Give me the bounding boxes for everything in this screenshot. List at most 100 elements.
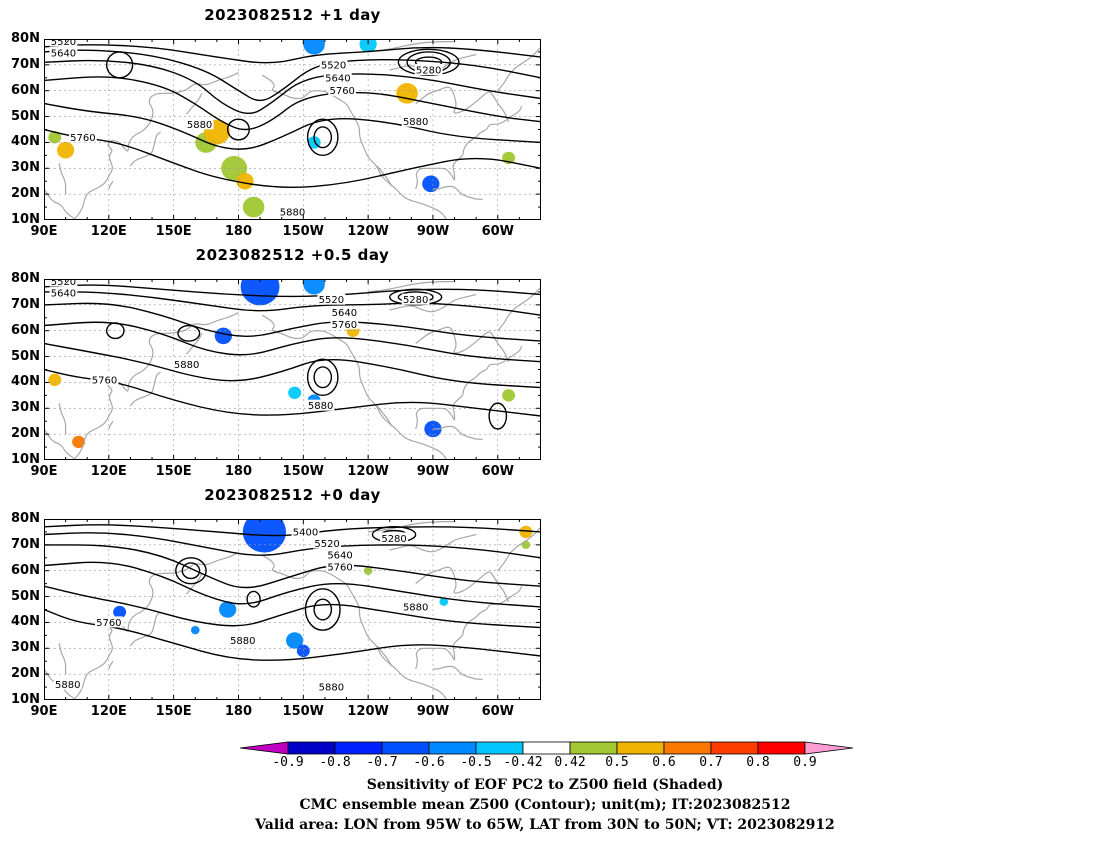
- coastline: [73, 72, 239, 220]
- lon-tick-label: 120E: [90, 704, 127, 719]
- coastline: [58, 642, 67, 675]
- lon-tick-label: 90W: [416, 224, 450, 239]
- z500-closed-contour: [304, 588, 341, 631]
- contour-label-bg: [172, 358, 201, 370]
- contour-label: 5760: [329, 86, 354, 97]
- sensitivity-shade: [190, 626, 200, 635]
- caption-line-1: Sensitivity of EOF PC2 to Z500 field (Sh…: [366, 777, 724, 793]
- contour-label-bg: [49, 287, 78, 299]
- coastline: [108, 180, 114, 190]
- coastline: [432, 185, 483, 200]
- z500-contour: [44, 561, 541, 608]
- z500-contour: [44, 59, 541, 115]
- z500-closed-contour: [397, 48, 460, 76]
- contour-label-bg: [68, 131, 97, 143]
- caption-line-2: CMC ensemble mean Z500 (Contour); unit(m…: [299, 797, 791, 813]
- coastline: [58, 402, 67, 435]
- lon-tick-label: 150W: [282, 704, 325, 719]
- colorbar-bin: [381, 741, 430, 755]
- panel-title-3: 2023082512 +0 day: [204, 486, 381, 504]
- coastline: [415, 566, 510, 602]
- lat-tick-label: 70N: [11, 536, 40, 552]
- lat-tick-label: 50N: [11, 348, 40, 364]
- contour-label-bg: [401, 600, 430, 612]
- coastline: [73, 552, 239, 700]
- sensitivity-shade: [396, 82, 418, 104]
- coastline: [432, 665, 483, 680]
- sensitivity-shade: [519, 525, 533, 539]
- z500-contour: [44, 608, 541, 661]
- lon-tick-label: 180: [224, 464, 253, 479]
- coastline: [497, 286, 541, 332]
- lon-tick-label: 90E: [30, 464, 58, 479]
- z500-closed-contour: [226, 118, 250, 141]
- lat-tick-label: 50N: [11, 108, 40, 124]
- sensitivity-shade: [240, 279, 280, 306]
- contour-label-bg: [323, 71, 352, 83]
- contour-label: 5760: [92, 375, 117, 386]
- lon-tick-label: 90W: [416, 704, 450, 719]
- colorbar-tick-label: 0.6: [652, 755, 676, 770]
- lon-tick-label: 150E: [155, 704, 192, 719]
- coastline: [376, 165, 393, 187]
- lon-tick-label: 150E: [155, 464, 192, 479]
- z500-closed-contour: [105, 322, 125, 340]
- contour-label: 5880: [187, 120, 212, 131]
- map-panel-2: 5520 5640 5520 5280 5640 5760 5880 5760 5880: [44, 279, 541, 460]
- coastline: [186, 93, 203, 115]
- contour-label: 5880: [174, 360, 199, 371]
- sensitivity-shade: [424, 420, 442, 438]
- coastline: [186, 573, 203, 595]
- contour-label: 5760: [96, 618, 121, 629]
- lat-tick-label: 10N: [11, 692, 40, 707]
- lon-tick-label: 180: [224, 224, 253, 239]
- contour-label: 5880: [319, 683, 344, 694]
- contour-label-bg: [278, 206, 307, 218]
- sensitivity-shade: [48, 373, 62, 387]
- z500-contour: [44, 302, 541, 342]
- colorbar-bin: [334, 741, 383, 755]
- colorbar-bin: [569, 741, 618, 755]
- contour-label: 5880: [55, 680, 80, 691]
- colorbar-tick-label: -0.6: [413, 755, 445, 770]
- coastline: [73, 312, 239, 460]
- contour-label: 5760: [327, 562, 352, 573]
- contour-label-bg: [319, 58, 348, 70]
- contour-label-bg: [49, 39, 78, 47]
- colorbar-tick-label: 0.8: [746, 755, 770, 770]
- z500-closed-contour: [175, 557, 207, 585]
- z500-contour: [44, 321, 541, 363]
- colorbar-tick-label: 0.5: [605, 755, 629, 770]
- contour-label: 5640: [332, 308, 357, 319]
- contour-label: 5760: [332, 320, 357, 331]
- z500-closed-contour: [105, 51, 134, 79]
- map-panel-3: 5400 5280 5520 5640 5760 5880 5760 5880 5880 5880: [44, 519, 541, 700]
- colorbar-bin: [663, 741, 712, 755]
- contour-label: 5880: [280, 208, 305, 219]
- contour-label-bg: [401, 293, 430, 305]
- colorbar-tick-label: -0.8: [319, 755, 351, 770]
- lat-tick-label: 30N: [11, 400, 40, 416]
- contour-label: 5520: [319, 295, 344, 306]
- contour-label-bg: [326, 560, 354, 572]
- sensitivity-shade: [113, 605, 127, 619]
- contour-label-bg: [228, 634, 257, 646]
- contour-label-bg: [317, 681, 346, 693]
- sensitivity-shade: [219, 601, 237, 618]
- contour-label: 5880: [403, 602, 428, 613]
- colorbar-tick-label: -0.42: [503, 755, 543, 770]
- lat-tick-label: 70N: [11, 56, 40, 72]
- lon-tick-label: 90E: [30, 224, 58, 239]
- lat-tick-label: 10N: [11, 452, 40, 467]
- lat-tick-label: 70N: [11, 296, 40, 312]
- contour-label-bg: [53, 678, 82, 690]
- contour-label: 5280: [403, 295, 428, 306]
- lon-tick-label: 180: [224, 704, 253, 719]
- contour-label: 5520: [51, 279, 76, 288]
- z500-closed-contour: [488, 402, 508, 430]
- sensitivity-shade: [502, 389, 516, 402]
- coastline: [44, 188, 75, 220]
- colorbar-bin: [522, 741, 571, 755]
- coastline: [261, 314, 448, 460]
- lon-tick-label: 120W: [347, 464, 389, 479]
